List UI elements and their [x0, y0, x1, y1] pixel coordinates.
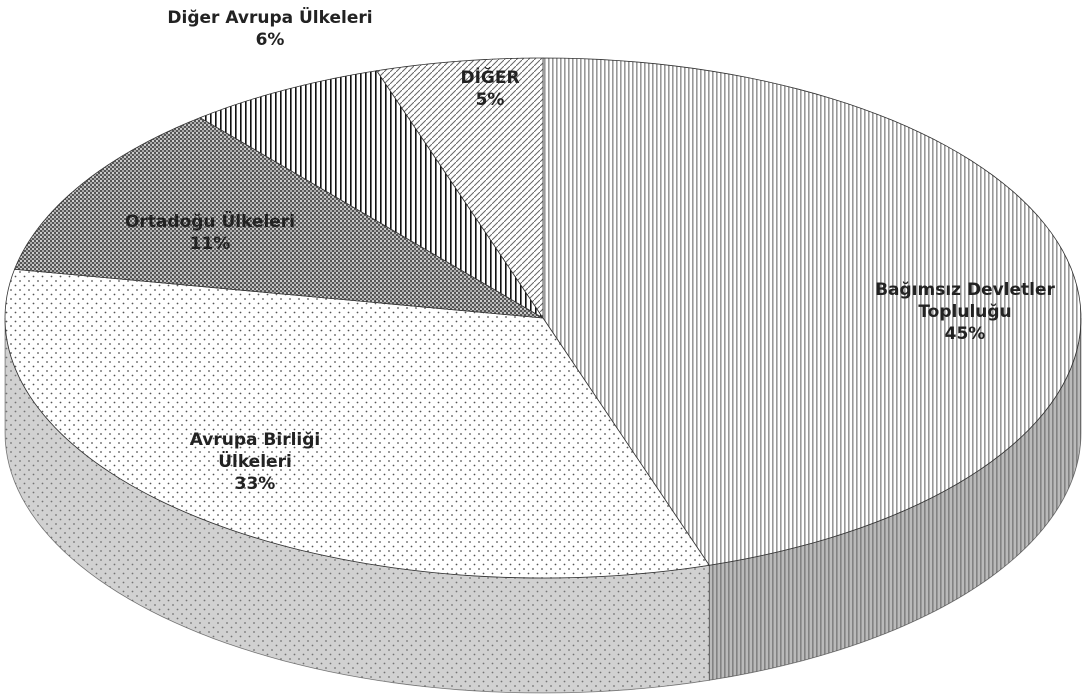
value-label: 45%	[945, 324, 986, 344]
category-label: Avrupa Birliği Ülkeleri	[190, 430, 321, 472]
pie-slice	[13, 117, 544, 319]
pie-slice	[199, 70, 544, 319]
category-label: Bağımsız Devletler Topluluğu	[875, 280, 1055, 322]
pie-tops	[4, 57, 1082, 579]
category-label: Diğer Avrupa Ülkeleri	[167, 6, 372, 28]
value-label: 6%	[256, 30, 285, 50]
category-label: Ortadoğu Ülkeleri	[125, 210, 295, 232]
pie-slice	[4, 268, 710, 579]
value-label: 11%	[190, 234, 231, 254]
pie-slice	[542, 57, 1082, 566]
pie-slice	[376, 57, 544, 320]
value-label: 5%	[476, 90, 505, 110]
value-label: 33%	[235, 474, 276, 494]
category-label: DİĞER	[460, 66, 519, 88]
